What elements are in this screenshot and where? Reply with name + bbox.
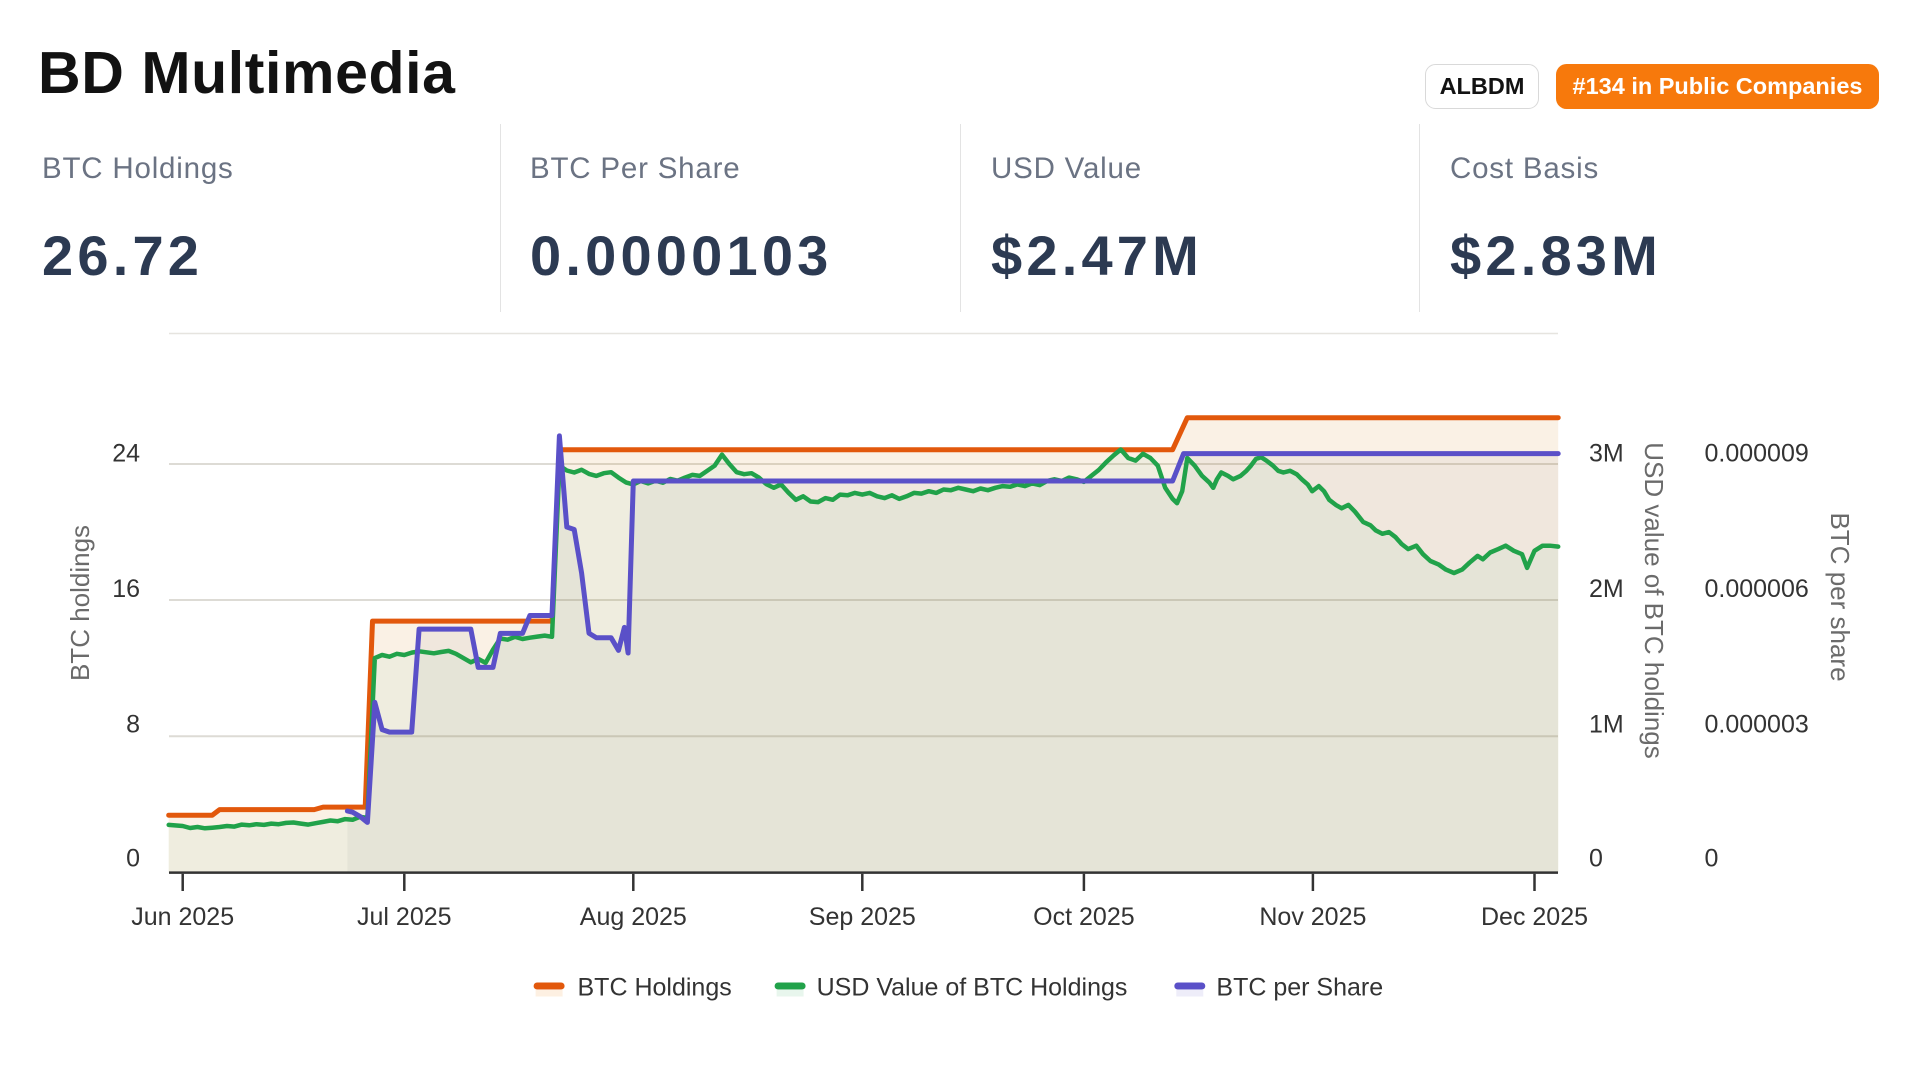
svg-text:BTC Holdings: BTC Holdings	[578, 974, 732, 1002]
svg-text:3M: 3M	[1589, 439, 1624, 467]
svg-text:BTC per share: BTC per share	[1825, 512, 1855, 681]
svg-text:1M: 1M	[1589, 710, 1624, 738]
svg-text:24: 24	[112, 439, 140, 467]
svg-text:0: 0	[126, 844, 140, 872]
svg-text:0: 0	[1589, 844, 1603, 872]
svg-text:Nov 2025: Nov 2025	[1259, 903, 1366, 931]
svg-text:0.000003: 0.000003	[1705, 710, 1809, 738]
svg-text:USD value of BTC holdings: USD value of BTC holdings	[1639, 442, 1669, 758]
svg-text:0.000009: 0.000009	[1705, 439, 1809, 467]
svg-text:2M: 2M	[1589, 575, 1624, 603]
svg-text:Jun 2025: Jun 2025	[131, 903, 234, 931]
svg-text:USD Value of BTC Holdings: USD Value of BTC Holdings	[817, 974, 1128, 1002]
svg-text:BTC holdings: BTC holdings	[65, 525, 95, 681]
svg-text:Jul 2025: Jul 2025	[357, 903, 452, 931]
svg-text:8: 8	[126, 710, 140, 738]
svg-text:Aug 2025: Aug 2025	[580, 903, 687, 931]
svg-text:BTC per Share: BTC per Share	[1216, 974, 1383, 1002]
svg-text:Dec 2025: Dec 2025	[1481, 903, 1588, 931]
svg-text:Sep 2025: Sep 2025	[809, 903, 916, 931]
svg-text:16: 16	[112, 575, 140, 603]
svg-text:0: 0	[1705, 844, 1719, 872]
svg-text:0.000006: 0.000006	[1705, 575, 1809, 603]
svg-text:Oct 2025: Oct 2025	[1033, 903, 1134, 931]
